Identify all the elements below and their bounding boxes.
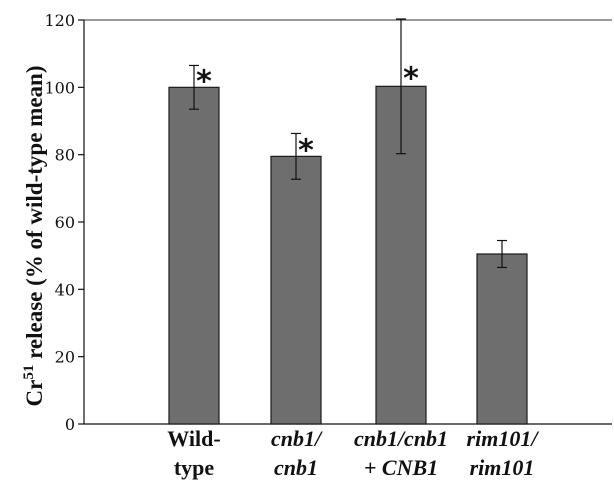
significance-star: * [403,61,419,96]
y-tick-label: 0 [65,415,75,434]
x-category-label-line1: cnb1/cnb1 [354,426,448,451]
bar [168,86,220,425]
x-category-label-line1: rim101/ [467,426,540,451]
bar [476,253,528,425]
x-category-label-line2: cnb1 [274,455,318,480]
x-category-label-line1: cnb1/ [271,426,323,451]
bar [270,155,322,425]
labels-group: * Wild-type * cnb1/cnb1 * cnb1/cnb1 + CNB1 rim1… [167,61,539,480]
x-category-label-line2: rim101 [470,455,535,480]
y-axis-label-main: Cr [22,380,47,407]
y-tick-label: 60 [55,213,75,232]
y-tick-label: 80 [55,146,75,165]
bars-group [168,18,528,425]
y-tick-label: 20 [55,348,75,367]
y-tick-label: 100 [44,78,75,97]
y-tick-label: 120 [44,11,75,30]
significance-star: * [298,133,314,168]
x-category-label-line2: type [174,455,215,480]
x-category-label-line2: + CNB1 [364,455,438,480]
y-axis-label: Cr51 release (% of wild-type mean) [21,66,47,407]
y-axis-label-rest: release (% of wild-type mean) [22,66,47,365]
y-tick-label: 40 [55,280,75,299]
x-category-label-line1: Wild- [167,426,220,451]
significance-star: * [196,64,212,99]
y-axis-label-superscript: 51 [21,365,37,380]
